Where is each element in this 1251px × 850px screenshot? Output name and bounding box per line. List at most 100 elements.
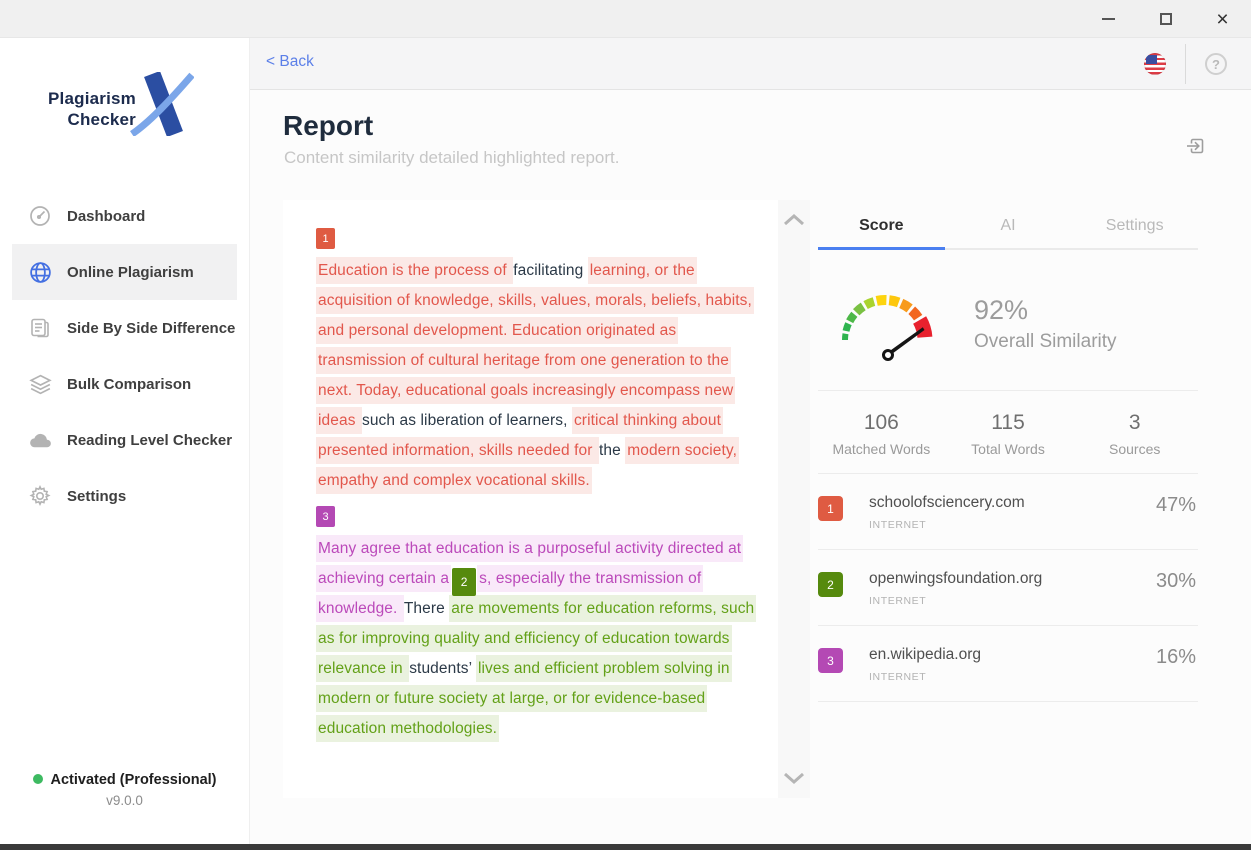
sidebar-item-reading-level-checker[interactable]: Reading Level Checker xyxy=(12,412,237,468)
logo-line1: Plagiarism xyxy=(48,89,136,108)
minimize-button[interactable] xyxy=(1080,0,1137,38)
scroll-up-icon[interactable] xyxy=(782,212,806,228)
document-scrollbar[interactable] xyxy=(778,200,810,798)
overall-percent: 92% xyxy=(974,295,1029,325)
export-button[interactable] xyxy=(1184,134,1208,163)
maximize-button[interactable] xyxy=(1137,0,1194,38)
maximize-icon xyxy=(1159,13,1172,25)
stat-value: 106 xyxy=(863,411,899,434)
activation-label: Activated (Professional) xyxy=(50,772,217,788)
page-subtitle: Content similarity detailed highlighted … xyxy=(284,148,620,167)
sidebar-item-label: Settings xyxy=(67,487,127,505)
sidebar-item-label: Bulk Comparison xyxy=(67,375,192,393)
source-domain: openwingsfoundation.org xyxy=(869,570,1043,587)
activation-status: Activated (Professional) v9.0.0 xyxy=(0,772,249,808)
logo-line2: Checker xyxy=(67,110,136,129)
documents-icon xyxy=(27,315,53,341)
source-info: openwingsfoundation.org INTERNET xyxy=(869,570,1042,607)
stat-value: 115 xyxy=(991,411,1025,434)
stat-label: Matched Words xyxy=(832,441,931,457)
app-logo-text: Plagiarism Checker xyxy=(0,88,136,130)
question-icon[interactable]: ? xyxy=(1205,53,1227,75)
sidebar-item-dashboard[interactable]: Dashboard xyxy=(12,188,237,244)
export-icon xyxy=(1187,138,1204,154)
sidebar-item-settings[interactable]: Settings xyxy=(12,468,237,524)
dashboard-gauge-icon xyxy=(27,203,53,229)
match-marker-3[interactable]: 3 xyxy=(316,506,335,527)
sidebar-nav: Dashboard Online Plagiarism Side By Side D… xyxy=(0,188,249,524)
tab-ai[interactable]: AI xyxy=(1000,217,1016,234)
stat-label: Sources xyxy=(1109,441,1161,457)
stat-label: Total Words xyxy=(971,441,1045,457)
document-text: 1 Education is the process of facilitatin… xyxy=(316,228,766,754)
source-percent: 47% xyxy=(1155,494,1196,516)
activated-dot-icon xyxy=(32,774,43,785)
source-badge: 2 xyxy=(818,572,843,597)
back-link[interactable]: < Back xyxy=(266,53,314,70)
logo-x-icon xyxy=(130,72,194,136)
window-titlebar: × xyxy=(0,0,1251,38)
match-marker-2[interactable]: 2 xyxy=(452,567,477,596)
source-info: schoolofsciencery.com INTERNET xyxy=(869,494,1025,531)
tab-score[interactable]: Score xyxy=(818,212,945,250)
plain-text: students’ xyxy=(409,660,476,677)
match-marker-1[interactable]: 1 xyxy=(316,228,335,249)
source-domain: en.wikipedia.org xyxy=(869,646,982,663)
globe-icon xyxy=(27,259,53,285)
close-button[interactable]: × xyxy=(1194,0,1251,38)
source-type: INTERNET xyxy=(869,519,927,531)
matched-text-source-1[interactable]: Education is the process of xyxy=(316,257,514,284)
similarity-gauge-icon xyxy=(841,295,933,361)
tab-settings[interactable]: Settings xyxy=(1105,217,1164,234)
cloud-icon xyxy=(27,427,53,453)
sidebar-item-label: Reading Level Checker xyxy=(67,431,233,449)
source-badge: 1 xyxy=(818,496,843,521)
paragraph: Education is the process of facilitating… xyxy=(316,256,766,496)
stat-matched-words: 106 Matched Words xyxy=(818,411,945,457)
topbar-right: ? xyxy=(1144,38,1227,90)
sources-list: 1 schoolofsciencery.com INTERNET 47% 2 openwi… xyxy=(818,474,1198,702)
source-domain: schoolofsciencery.com xyxy=(869,494,1025,511)
sidebar-item-bulk-comparison[interactable]: Bulk Comparison xyxy=(12,356,237,412)
topbar: < Back ? xyxy=(250,38,1251,90)
overall-label: Overall Similarity xyxy=(974,331,1117,352)
sidebar: Plagiarism Checker Dashboard Online Plagi… xyxy=(0,38,250,844)
source-type: INTERNET xyxy=(869,671,927,683)
plain-text: facilitating xyxy=(513,262,588,279)
sidebar-item-side-by-side-difference[interactable]: Side By Side Difference xyxy=(12,300,237,356)
plain-text: such as liberation of learners, xyxy=(361,412,572,429)
source-row[interactable]: 2 openwingsfoundation.org INTERNET 30% xyxy=(818,550,1198,626)
bottom-strip xyxy=(0,844,1251,850)
sidebar-item-label: Side By Side Difference xyxy=(67,319,236,337)
gear-icon xyxy=(27,483,53,509)
score-panel: Score AI Settings 92% xyxy=(818,212,1198,702)
document-panel: 1 Education is the process of facilitatin… xyxy=(283,200,810,798)
sidebar-item-online-plagiarism[interactable]: Online Plagiarism xyxy=(12,244,237,300)
source-badge: 3 xyxy=(818,648,843,673)
source-row[interactable]: 3 en.wikipedia.org INTERNET 16% xyxy=(818,626,1198,702)
plain-text: the xyxy=(598,442,626,459)
source-row[interactable]: 1 schoolofsciencery.com INTERNET 47% xyxy=(818,474,1198,550)
overall-similarity: 92% Overall Similarity xyxy=(818,250,1198,391)
source-info: en.wikipedia.org INTERNET xyxy=(869,646,981,683)
stats-row: 106 Matched Words 115 Total Words 3 Sources xyxy=(818,391,1198,474)
window-controls: × xyxy=(1080,0,1251,38)
source-percent: 16% xyxy=(1155,646,1196,668)
source-percent: 30% xyxy=(1155,570,1196,592)
sidebar-item-label: Online Plagiarism xyxy=(67,263,194,281)
stat-total-words: 115 Total Words xyxy=(945,411,1072,457)
app-logo: Plagiarism Checker xyxy=(0,68,249,160)
topbar-divider xyxy=(1185,44,1186,84)
close-icon: × xyxy=(1216,7,1229,31)
activation-line: Activated (Professional) xyxy=(0,772,249,788)
layers-icon xyxy=(27,371,53,397)
sidebar-item-label: Dashboard xyxy=(67,207,146,225)
source-type: INTERNET xyxy=(869,595,927,607)
overall-texts: 92% Overall Similarity xyxy=(974,295,1117,353)
page-title: Report xyxy=(283,110,374,141)
scroll-down-icon[interactable] xyxy=(782,770,806,786)
stat-value: 3 xyxy=(1128,411,1141,434)
us-flag-icon[interactable] xyxy=(1144,53,1166,75)
minimize-icon xyxy=(1102,18,1115,20)
